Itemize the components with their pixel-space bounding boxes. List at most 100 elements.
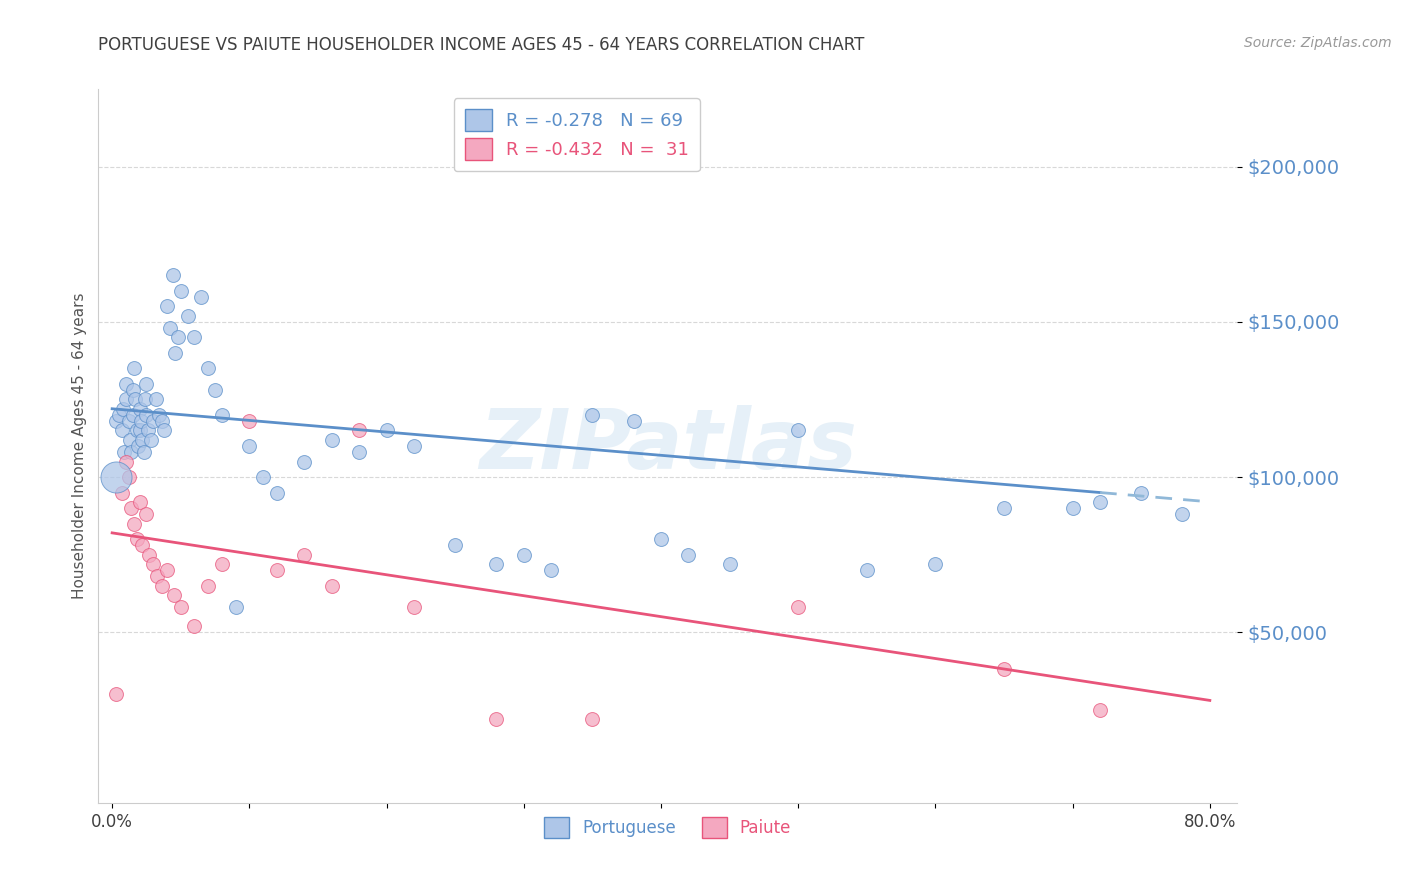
Point (135, 508, 157, 522)
Point (993, 662, 1015, 676)
Point (197, 579, 219, 593)
Point (167, 330, 190, 344)
Point (402, 600, 425, 615)
Point (115, 454, 138, 468)
Point (118, 433, 141, 447)
Point (993, 501, 1015, 516)
Point (163, 588, 186, 602)
Point (718, 557, 741, 571)
Point (111, 424, 134, 438)
Point (485, 557, 508, 571)
Point (142, 414, 165, 428)
Text: Source: ZipAtlas.com: Source: ZipAtlas.com (1244, 36, 1392, 50)
Point (114, 445, 136, 459)
Point (145, 392, 167, 407)
Point (129, 414, 152, 428)
Point (211, 557, 233, 571)
Point (581, 712, 603, 726)
Point (111, 485, 134, 500)
Point (139, 433, 162, 447)
Point (266, 563, 288, 577)
Point (292, 548, 315, 562)
Point (135, 376, 157, 391)
Point (124, 392, 146, 407)
Point (121, 408, 143, 422)
Point (347, 424, 370, 438)
Point (197, 361, 219, 376)
Point (204, 383, 226, 397)
Point (127, 439, 149, 453)
Point (540, 563, 562, 577)
Point (678, 548, 700, 562)
Point (117, 414, 139, 428)
Point (132, 445, 155, 459)
Point (115, 376, 138, 391)
Point (131, 433, 153, 447)
Point (120, 501, 142, 516)
Point (650, 532, 672, 546)
Point (135, 408, 157, 422)
Point (115, 392, 138, 407)
Point (1062, 501, 1084, 516)
Point (125, 424, 148, 438)
Point (211, 408, 233, 422)
Point (581, 408, 603, 422)
Point (112, 401, 135, 416)
Point (150, 414, 173, 428)
Point (347, 445, 370, 459)
Point (153, 424, 176, 438)
Point (292, 454, 315, 468)
Point (142, 557, 165, 571)
Point (787, 424, 810, 438)
Point (856, 563, 879, 577)
Legend: Portuguese, Paiute: Portuguese, Paiute (537, 811, 799, 845)
Point (156, 563, 179, 577)
Point (165, 346, 187, 360)
Point (159, 321, 181, 335)
Point (787, 600, 810, 615)
Point (128, 495, 150, 509)
Point (238, 439, 260, 453)
Point (1088, 703, 1111, 717)
Point (121, 383, 143, 397)
Point (146, 569, 169, 583)
Point (190, 290, 212, 304)
Point (150, 579, 173, 593)
Point (170, 600, 193, 615)
Point (128, 401, 150, 416)
Point (148, 408, 170, 422)
Point (170, 284, 193, 298)
Point (122, 516, 145, 531)
Point (321, 433, 343, 447)
Point (117, 470, 139, 484)
Point (183, 619, 205, 633)
Point (156, 299, 179, 313)
Point (125, 532, 148, 546)
Point (128, 424, 150, 438)
Point (924, 557, 946, 571)
Point (225, 600, 247, 615)
Text: PORTUGUESE VS PAIUTE HOUSEHOLDER INCOME AGES 45 - 64 YEARS CORRELATION CHART: PORTUGUESE VS PAIUTE HOUSEHOLDER INCOME … (98, 36, 865, 54)
Point (131, 538, 153, 552)
Point (375, 424, 398, 438)
Point (176, 309, 198, 323)
Point (162, 268, 184, 283)
Point (485, 712, 508, 726)
Y-axis label: Householder Income Ages 45 - 64 years: Householder Income Ages 45 - 64 years (72, 293, 87, 599)
Point (266, 485, 288, 500)
Point (252, 470, 274, 484)
Point (183, 330, 205, 344)
Point (1088, 495, 1111, 509)
Point (444, 538, 467, 552)
Point (105, 470, 128, 484)
Point (321, 579, 343, 593)
Point (120, 445, 142, 459)
Point (1130, 485, 1153, 500)
Text: ZIPatlas: ZIPatlas (479, 406, 856, 486)
Point (623, 414, 645, 428)
Point (402, 439, 425, 453)
Point (122, 361, 145, 376)
Point (238, 414, 260, 428)
Point (513, 548, 536, 562)
Point (136, 424, 159, 438)
